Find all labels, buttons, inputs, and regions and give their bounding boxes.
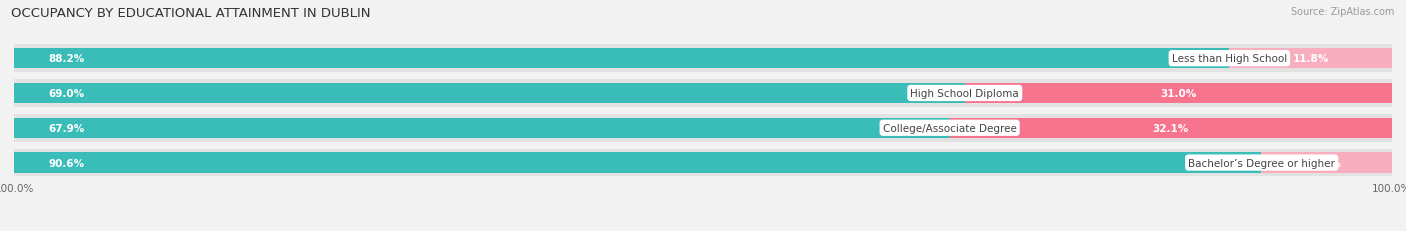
Bar (14, 114, 1392, 142)
Text: 90.6%: 90.6% (48, 158, 84, 168)
Bar (1229, 49, 1392, 69)
Bar (14, 45, 1392, 73)
Bar (1261, 153, 1392, 173)
Text: 11.8%: 11.8% (1292, 54, 1329, 64)
Bar (965, 84, 1392, 104)
Text: 32.1%: 32.1% (1153, 123, 1189, 133)
Bar (14, 49, 1229, 69)
Text: 67.9%: 67.9% (48, 123, 84, 133)
Text: Less than High School: Less than High School (1171, 54, 1286, 64)
Text: 31.0%: 31.0% (1160, 88, 1197, 99)
Text: 9.5%: 9.5% (1312, 158, 1341, 168)
Bar (14, 153, 1263, 173)
Bar (14, 149, 1392, 177)
Bar (14, 80, 1392, 107)
Bar (14, 84, 965, 104)
Text: 88.2%: 88.2% (48, 54, 84, 64)
Text: College/Associate Degree: College/Associate Degree (883, 123, 1017, 133)
Bar (14, 118, 949, 138)
Text: Bachelor’s Degree or higher: Bachelor’s Degree or higher (1188, 158, 1336, 168)
Text: 69.0%: 69.0% (48, 88, 84, 99)
Bar (949, 118, 1392, 138)
Text: OCCUPANCY BY EDUCATIONAL ATTAINMENT IN DUBLIN: OCCUPANCY BY EDUCATIONAL ATTAINMENT IN D… (11, 7, 371, 20)
Text: Source: ZipAtlas.com: Source: ZipAtlas.com (1291, 7, 1395, 17)
Text: High School Diploma: High School Diploma (911, 88, 1019, 99)
